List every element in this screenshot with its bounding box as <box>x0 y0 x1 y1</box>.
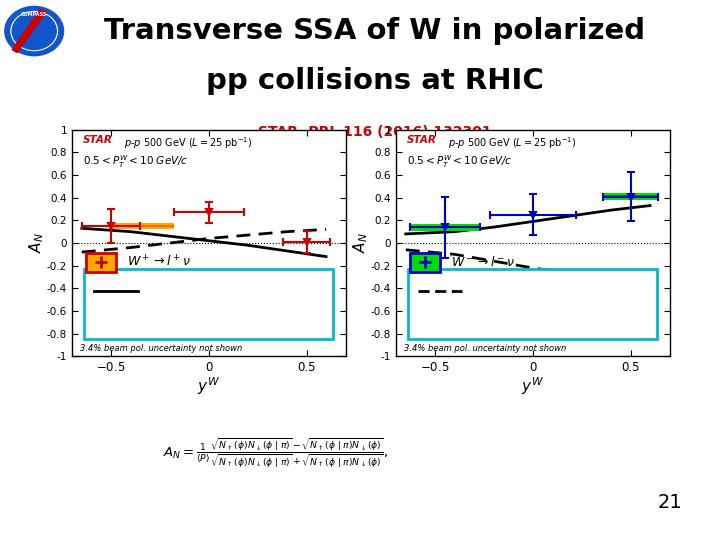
Text: $p$-$p$ 500 GeV ($L = 25$ pb$^{-1}$): $p$-$p$ 500 GeV ($L = 25$ pb$^{-1}$) <box>448 136 577 151</box>
Text: $W^+ \to l^+ \nu$: $W^+ \to l^+ \nu$ <box>127 255 191 270</box>
Text: KQ (assuming "sign change"): KQ (assuming "sign change") <box>146 286 299 295</box>
Y-axis label: $A_N$: $A_N$ <box>351 233 369 253</box>
FancyBboxPatch shape <box>84 269 333 339</box>
Y-axis label: $A_N$: $A_N$ <box>27 233 45 253</box>
Text: KQ (no "sign change"): KQ (no "sign change") <box>470 286 585 295</box>
Text: STAR, PRL 116 (2016) 132301: STAR, PRL 116 (2016) 132301 <box>258 125 491 139</box>
Text: Global $\chi^2$/DOF = 19.6/6: Global $\chi^2$/DOF = 19.6/6 <box>420 313 544 329</box>
Bar <box>603 195 658 198</box>
Bar <box>410 253 440 272</box>
Text: STAR: STAR <box>407 136 437 145</box>
Text: $0.5 < P_T^W < 10$ GeV/$c$: $0.5 < P_T^W < 10$ GeV/$c$ <box>83 153 189 170</box>
Text: $p$-$p$ 500 GeV ($L = 25$ pb$^{-1}$): $p$-$p$ 500 GeV ($L = 25$ pb$^{-1}$) <box>124 136 253 151</box>
Text: 3.4% beam pol. uncertainty not shown: 3.4% beam pol. uncertainty not shown <box>404 344 567 353</box>
Text: $A_N = \frac{1}{\langle P \rangle}\frac{\sqrt{N_{\uparrow}(\phi)N_{\downarrow}(\: $A_N = \frac{1}{\langle P \rangle}\frac{… <box>163 437 388 470</box>
Text: 21: 21 <box>657 492 682 512</box>
Bar <box>111 225 174 227</box>
Text: Transverse SSA of W in polarized: Transverse SSA of W in polarized <box>104 17 645 45</box>
Text: pp collisions at RHIC: pp collisions at RHIC <box>205 66 544 94</box>
Text: STAR: STAR <box>83 136 113 145</box>
Text: 3.4% beam pol. uncertainty not shown: 3.4% beam pol. uncertainty not shown <box>80 344 243 353</box>
X-axis label: $y^W$: $y^W$ <box>521 376 544 397</box>
Bar <box>111 222 174 230</box>
Text: Global $\chi^2$/DOF = 7.4/6: Global $\chi^2$/DOF = 7.4/6 <box>96 313 213 329</box>
Circle shape <box>12 12 56 50</box>
FancyBboxPatch shape <box>408 269 657 339</box>
Bar <box>410 226 480 228</box>
X-axis label: $y^W$: $y^W$ <box>197 376 220 397</box>
Circle shape <box>11 11 58 51</box>
Text: $0.5 < P_T^W < 10$ GeV/$c$: $0.5 < P_T^W < 10$ GeV/$c$ <box>407 153 513 170</box>
Text: COMPASS: COMPASS <box>21 12 48 17</box>
Polygon shape <box>12 10 47 52</box>
Bar <box>410 224 480 231</box>
Circle shape <box>5 6 63 56</box>
Bar <box>603 193 658 200</box>
Text: $W^- \to l^- \nu$: $W^- \to l^- \nu$ <box>451 255 515 269</box>
Bar <box>86 253 116 272</box>
